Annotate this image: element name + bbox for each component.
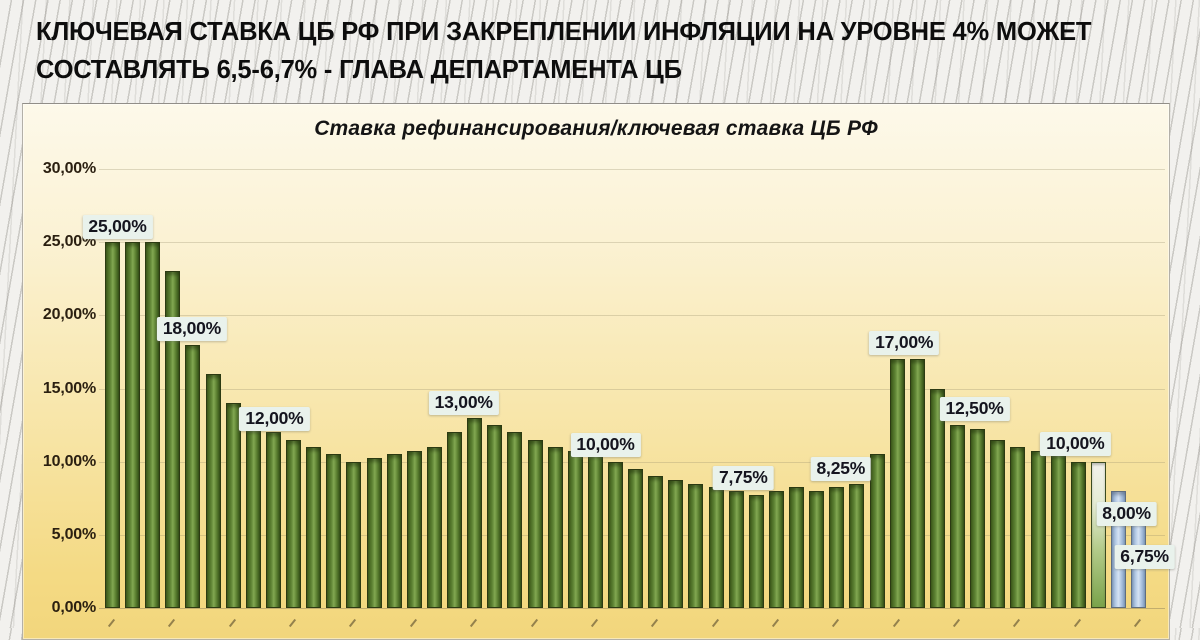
data-label-1700: 17,00% <box>869 331 940 356</box>
bar-1-value-25 <box>125 242 141 608</box>
data-label-1250: 12,50% <box>939 397 1010 422</box>
bar-3-value-23 <box>165 271 181 608</box>
bar-8-value-12 <box>265 432 281 608</box>
bar-7-value-12.25 <box>245 428 261 608</box>
y-axis-label-5: 5,00% <box>51 525 97 543</box>
data-label-1300: 13,00% <box>428 390 499 415</box>
bar-27-value-9 <box>648 476 664 608</box>
bar-19-value-12.5 <box>487 425 503 608</box>
bar-10-value-11 <box>306 447 322 608</box>
bar-22-value-11 <box>547 447 563 608</box>
x-axis-tick <box>470 618 478 628</box>
chart-panel: Ставка рефинансирования/ключевая ставка … <box>22 103 1175 640</box>
gridline-25 <box>99 242 1165 244</box>
bar-17-value-12 <box>447 432 463 608</box>
y-axis-label-30: 30,00% <box>42 160 96 177</box>
bar-35-value-8 <box>809 490 825 608</box>
headline-line-2: СОСТАВЛЯТЬ 6,5-6,7% - ГЛАВА ДЕПАРТАМЕНТА… <box>36 56 682 85</box>
bar-15-value-10.75 <box>406 450 422 608</box>
bar-39-value-17 <box>889 359 905 608</box>
bar-0-value-25 <box>105 242 120 608</box>
data-label-1000: 10,00% <box>1040 431 1111 456</box>
bar-34-value-8.25 <box>789 487 805 608</box>
bar-43-value-12.25 <box>970 428 986 608</box>
x-axis-tick <box>952 618 961 628</box>
x-axis-tick <box>651 618 659 628</box>
bar-12-value-10 <box>346 461 362 608</box>
bar-33-value-8 <box>768 490 784 608</box>
bar-47-value-10.5 <box>1050 454 1066 608</box>
data-label-1000: 10,00% <box>570 432 641 457</box>
headline-line-1: КЛЮЧЕВАЯ СТАВКА ЦБ РФ ПРИ ЗАКРЕПЛЕНИИ ИН… <box>36 18 1092 46</box>
x-axis-tick <box>107 618 116 628</box>
gridline-30 <box>99 169 1165 170</box>
bar-16-value-11 <box>426 447 442 608</box>
x-axis-tick <box>349 618 357 628</box>
x-axis-tick <box>409 618 417 628</box>
bar-4-value-18 <box>185 344 201 608</box>
bar-32-value-7.75 <box>748 494 764 608</box>
y-axis-label-10: 10,00% <box>42 452 96 470</box>
bar-13-value-10.25 <box>366 458 382 608</box>
x-axis-tick <box>771 618 780 628</box>
gridline-10 <box>99 461 1165 463</box>
y-axis-label-0: 0,00% <box>51 599 97 616</box>
bar-48-value-10 <box>1070 461 1086 608</box>
bar-30-value-8.25 <box>708 487 724 608</box>
bar-25-value-10 <box>608 461 623 608</box>
bar-45-value-11 <box>1010 447 1026 608</box>
bar-38-value-10.5 <box>869 454 885 608</box>
bar-11-value-10.5 <box>326 454 342 608</box>
bar-37-value-8.5 <box>849 483 865 608</box>
x-axis-tick <box>1134 618 1142 628</box>
bar-23-value-10.75 <box>567 450 583 608</box>
bar-21-value-11.5 <box>527 439 543 608</box>
bar-31-value-8 <box>728 490 744 608</box>
x-axis-tick <box>590 618 598 628</box>
y-axis-label-20: 20,00% <box>42 306 96 324</box>
bar-41-value-15 <box>929 388 945 608</box>
x-axis-tick <box>228 618 236 628</box>
x-axis-tick <box>1013 618 1021 628</box>
gridline-15 <box>99 388 1165 390</box>
bar-49-value-10 <box>1090 461 1106 608</box>
data-label-1200: 12,00% <box>239 407 310 432</box>
headline: КЛЮЧЕВАЯ СТАВКА ЦБ РФ ПРИ ЗАКРЕПЛЕНИИ ИН… <box>36 13 1186 90</box>
chart-title: Ставка рефинансирования/ключевая ставка … <box>314 117 878 140</box>
gridline-0 <box>99 608 1165 609</box>
bar-40-value-17 <box>909 359 925 608</box>
x-axis-tick <box>711 618 719 628</box>
bar-36-value-8.25 <box>829 487 845 608</box>
bar-26-value-9.5 <box>628 468 644 608</box>
gridline-20 <box>99 315 1165 317</box>
data-label-775: 7,75% <box>713 465 774 490</box>
bar-5-value-16 <box>205 373 221 608</box>
bar-18-value-13 <box>467 417 483 608</box>
x-axis-tick <box>1073 618 1081 628</box>
bar-29-value-8.5 <box>688 483 704 608</box>
bar-42-value-12.5 <box>950 425 966 608</box>
data-label-1800: 18,00% <box>156 316 228 341</box>
bar-9-value-11.5 <box>286 439 302 608</box>
x-axis-tick <box>530 618 538 628</box>
y-axis-label-15: 15,00% <box>42 379 96 397</box>
bar-14-value-10.5 <box>386 454 402 608</box>
bar-44-value-11.5 <box>990 439 1006 608</box>
bar-6-value-14 <box>225 403 241 608</box>
x-axis-tick <box>892 618 900 628</box>
bar-28-value-8.75 <box>668 479 684 608</box>
bar-46-value-10.75 <box>1030 450 1046 608</box>
bar-24-value-10.5 <box>587 454 603 608</box>
data-label-800: 8,00% <box>1096 501 1157 526</box>
x-axis-tick <box>832 618 840 628</box>
x-axis-tick <box>289 618 297 628</box>
data-label-675: 6,75% <box>1114 545 1175 570</box>
x-axis-tick <box>168 618 176 628</box>
data-label-2500: 25,00% <box>82 215 153 240</box>
data-label-825: 8,25% <box>810 457 872 482</box>
bar-20-value-12 <box>507 432 523 608</box>
bar-2-value-25 <box>145 242 161 608</box>
